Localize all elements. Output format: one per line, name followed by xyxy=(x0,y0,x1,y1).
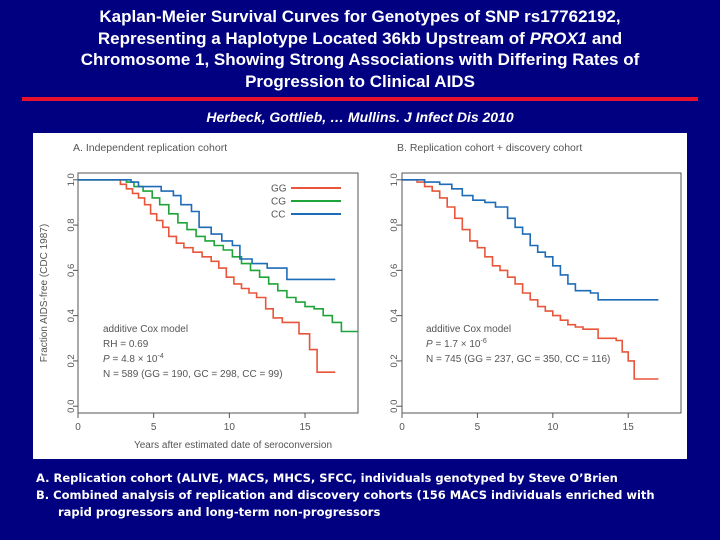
panel-a-annotation-model: additive Cox model xyxy=(103,324,188,335)
panel-a-annotation-n: N = 589 (GG = 190, GC = 298, CC = 99) xyxy=(103,369,283,380)
x-axis-label: Years after estimated date of seroconver… xyxy=(134,440,332,451)
title-line-2a: Representing a Haplotype Located 36kb Up… xyxy=(97,28,530,48)
panel-a-annotation-rh: RH = 0.69 xyxy=(103,339,149,350)
panel-a-legend-label-gg: GG xyxy=(271,184,287,195)
title-line-2: Representing a Haplotype Located 36kb Up… xyxy=(0,28,720,50)
panel-b-p-exponent: -6 xyxy=(481,338,487,345)
panel-b-curve-cc xyxy=(402,179,659,301)
gene-name-prox1: PROX1 xyxy=(529,28,588,48)
figure-panel: A. Independent replication cohort 0 5 10 15 0… xyxy=(33,133,687,459)
panel-b-title: B. Replication cohort + discovery cohort xyxy=(397,142,582,154)
panel-a-curve-cg xyxy=(78,179,358,333)
figure-notes: A. Replication cohort (ALIVE, MACS, MHCS… xyxy=(36,470,706,521)
panel-a-y-tick-label: 0.8 xyxy=(66,218,77,231)
panel-a-annotation-p-value: P = 4.8 × 10-4 xyxy=(103,353,164,365)
title-line-2c: and xyxy=(587,28,623,48)
panel-a-x-tick-label: 0 xyxy=(75,422,81,433)
panel-b-y-tick-label: 0.8 xyxy=(389,218,400,231)
panel-a-y-tick-label: 0.0 xyxy=(66,400,77,413)
panel-b-x-tick-label: 10 xyxy=(547,422,559,433)
panel-b-y-tick-label: 0.4 xyxy=(389,309,400,322)
panel-b-x-tick-label: 0 xyxy=(399,422,405,433)
panel-a-y-tick-label: 0.6 xyxy=(66,264,77,277)
note-a: A. Replication cohort (ALIVE, MACS, MHCS… xyxy=(36,471,618,485)
note-b-line-1: B. Combined analysis of replication and … xyxy=(36,488,655,502)
panel-a-x-tick-label: 10 xyxy=(224,422,236,433)
panel-a-p-symbol: P xyxy=(103,354,110,365)
panel-a-title: A. Independent replication cohort xyxy=(73,142,227,154)
panel-a-y-tick-label: 0.4 xyxy=(66,309,77,322)
panel-b-annotation-model: additive Cox model xyxy=(426,324,511,335)
panel-a-legend-label-cg: CG xyxy=(271,197,286,208)
slide-title: Kaplan-Meier Survival Curves for Genotyp… xyxy=(0,6,720,92)
panel-a-curve-gg xyxy=(78,179,336,373)
panel-b-curve-gg xyxy=(402,179,659,380)
panel-b-y-tick-label: 1.0 xyxy=(389,173,400,186)
panel-a-legend-label-cc: CC xyxy=(271,210,285,221)
panel-b-annotation-n: N = 745 (GG = 237, GC = 350, CC = 116) xyxy=(426,354,610,365)
panel-a-p-exponent: -4 xyxy=(158,353,164,360)
panel-b-annotation-p-value: P = 1.7 × 10-6 xyxy=(426,338,487,350)
panel-b-y-tick-label: 0.6 xyxy=(389,264,400,277)
title-line-1: Kaplan-Meier Survival Curves for Genotyp… xyxy=(99,7,621,26)
panel-b-p-symbol: P xyxy=(426,339,433,350)
panel-a-p-text: = 4.8 × 10 xyxy=(110,354,158,365)
survival-figure-svg: A. Independent replication cohort 0 5 10 15 0… xyxy=(39,142,682,451)
panel-b-plot-frame xyxy=(401,172,682,414)
panel-b-x-tick-label: 15 xyxy=(623,422,635,433)
panel-a-curve-cc xyxy=(78,179,336,281)
citation: Herbeck, Gottlieb, … Mullins. J Infect D… xyxy=(206,109,514,125)
title-line-4: Progression to Clinical AIDS xyxy=(245,71,475,91)
panel-b-x-tick-label: 5 xyxy=(475,422,481,433)
panel-a-x-tick-label: 5 xyxy=(151,422,157,433)
panel-b-y-tick-label: 0.0 xyxy=(389,400,400,413)
panel-b-y-tick-label: 0.2 xyxy=(389,354,400,367)
title-line-3: Chromosome 1, Showing Strong Association… xyxy=(80,50,640,69)
panel-b-p-text: = 1.7 × 10 xyxy=(433,339,481,350)
panel-a-y-tick-label: 0.2 xyxy=(66,354,77,367)
panel-a-y-tick-label: 1.0 xyxy=(66,173,77,186)
red-divider xyxy=(22,97,698,101)
note-b-line-2: rapid progressors and long-term non-prog… xyxy=(58,505,381,519)
panel-a-x-tick-label: 15 xyxy=(299,422,311,433)
panel-a-y-axis-label: Fraction AIDS-free (CDC 1987) xyxy=(39,224,50,362)
panel-a-plot-frame xyxy=(77,172,359,414)
